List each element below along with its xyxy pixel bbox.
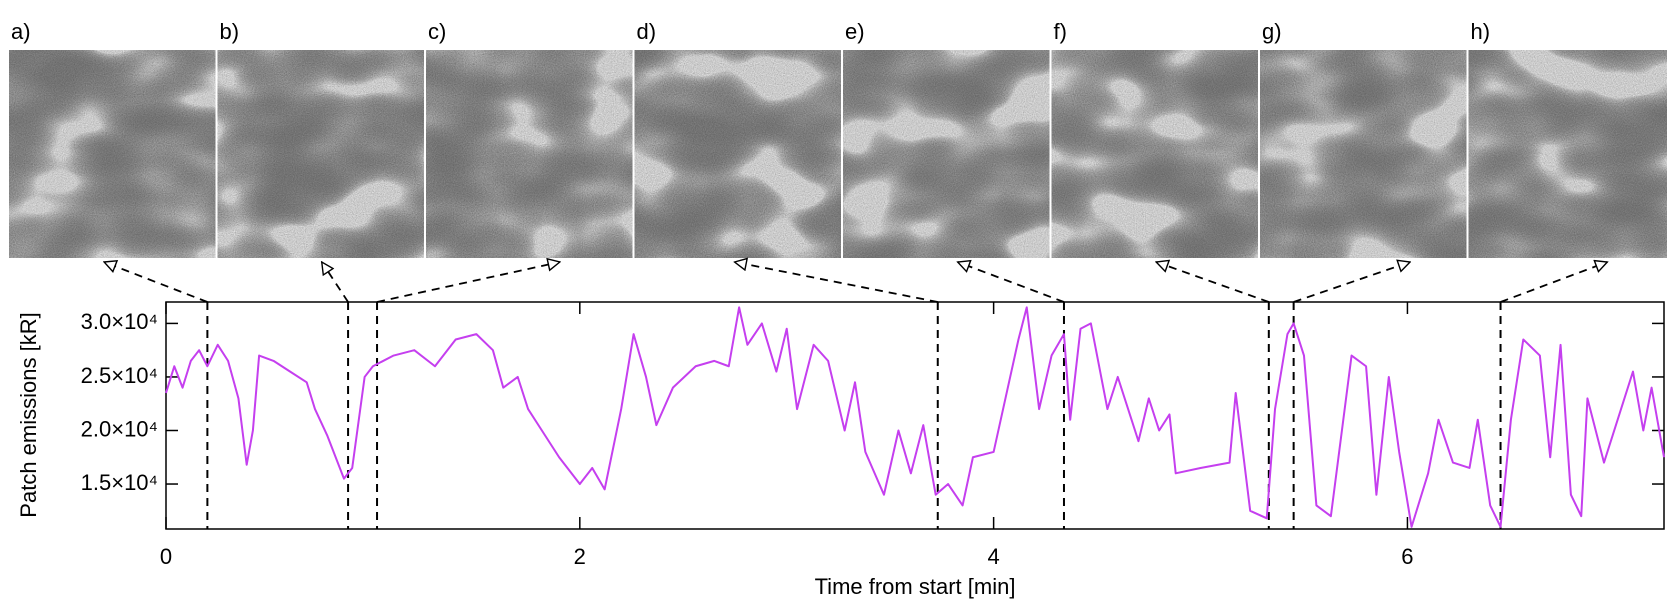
panel-label: h) (1471, 19, 1491, 44)
y-tick-label: 2.0×10⁴ (81, 416, 158, 441)
y-tick-label: 2.5×10⁴ (81, 363, 158, 388)
frame-arrow (1156, 262, 1270, 303)
image-panel (426, 50, 633, 258)
image-panel (217, 50, 424, 258)
image-panel (1051, 50, 1258, 258)
panel-label: g) (1262, 19, 1282, 44)
x-tick-label: 6 (1401, 544, 1413, 569)
plot-frame (165, 301, 1665, 530)
image-panel (1468, 50, 1667, 258)
image-panel (843, 50, 1050, 258)
frame-arrow (1293, 262, 1410, 303)
image-panel (1260, 50, 1467, 258)
y-tick-label: 3.0×10⁴ (81, 309, 158, 334)
image-panel (634, 50, 841, 258)
frame-arrow (735, 262, 938, 303)
image-panel (9, 50, 216, 258)
panel-label: b) (220, 19, 240, 44)
y-tick-label: 1.5×10⁴ (81, 470, 158, 495)
emission-line (165, 306, 1665, 528)
panel-label: d) (637, 19, 657, 44)
x-tick-label: 0 (160, 544, 172, 569)
panel-label: f) (1054, 19, 1067, 44)
frame-arrow (958, 262, 1065, 303)
x-tick-label: 2 (574, 544, 586, 569)
panel-label: a) (11, 19, 31, 44)
frame-arrow (104, 262, 208, 303)
panel-label: c) (428, 19, 446, 44)
frame-arrow (1500, 262, 1608, 303)
image-panels: a) b) c) d) e) f) g) h) (9, 19, 1667, 258)
x-tick-label: 4 (987, 544, 999, 569)
y-axis-label: Patch emissions [kR] (16, 312, 41, 517)
panel-label: e) (845, 19, 865, 44)
x-axis-label: Time from start [min] (815, 574, 1016, 599)
frame-arrow (322, 262, 349, 303)
frame-arrow (376, 262, 560, 303)
